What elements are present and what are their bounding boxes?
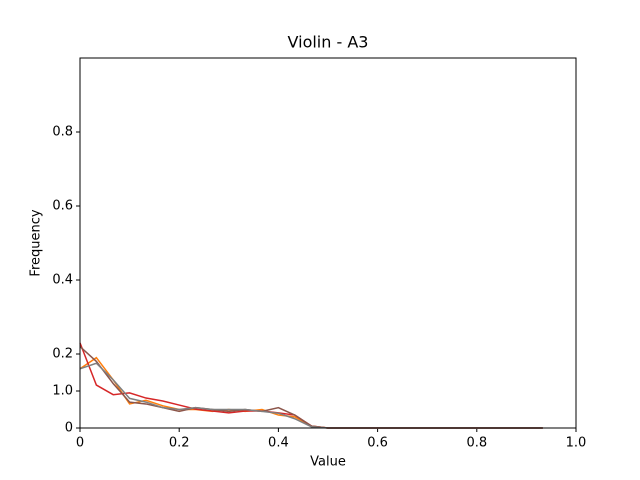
y-tick-label: 0.6 [52,199,73,214]
x-tick-label: 0 [76,436,84,451]
x-tick-label: 0.8 [466,436,487,451]
plot-frame [79,57,577,429]
x-tick-label: 1.0 [566,436,587,451]
chart-title: Violin - A3 [288,33,369,52]
x-tick-label: 0.2 [169,436,190,451]
y-tick-label: 0.8 [52,125,73,140]
x-tick-label: 0.4 [268,436,289,451]
y-tick-label: 0 [65,421,73,436]
y-tick-label: 0.4 [52,273,73,288]
x-tick-label: 0.6 [367,436,388,451]
x-axis-label: Value [310,455,346,470]
y-axis-label: Frequency [29,209,44,276]
y-tick-label: 0.2 [52,347,73,362]
y-tick-label: 1.0 [52,384,73,399]
